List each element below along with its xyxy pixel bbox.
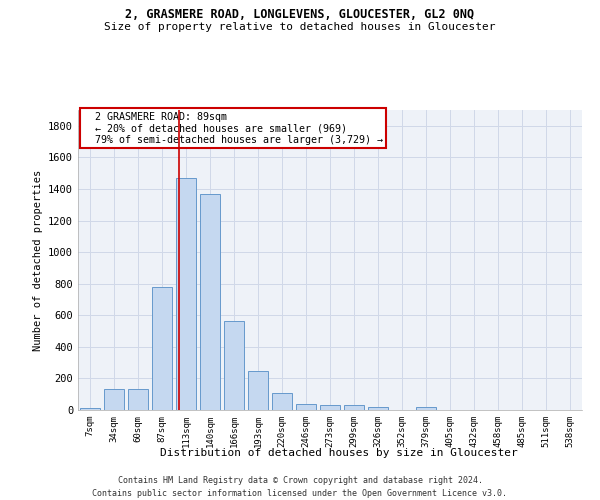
- Bar: [224, 321, 244, 410]
- Bar: [344, 406, 364, 410]
- Text: Contains HM Land Registry data © Crown copyright and database right 2024.: Contains HM Land Registry data © Crown c…: [118, 476, 482, 485]
- Bar: [128, 390, 148, 410]
- Text: Contains public sector information licensed under the Open Government Licence v3: Contains public sector information licen…: [92, 489, 508, 498]
- Bar: [248, 370, 268, 410]
- Bar: [368, 407, 388, 410]
- Bar: [296, 404, 316, 410]
- Y-axis label: Number of detached properties: Number of detached properties: [32, 170, 43, 350]
- Text: 2 GRASMERE ROAD: 89sqm
  ← 20% of detached houses are smaller (969)
  79% of sem: 2 GRASMERE ROAD: 89sqm ← 20% of detached…: [83, 112, 383, 144]
- Bar: [416, 407, 436, 410]
- Bar: [104, 390, 124, 410]
- Bar: [272, 392, 292, 410]
- Bar: [176, 178, 196, 410]
- Text: 2, GRASMERE ROAD, LONGLEVENS, GLOUCESTER, GL2 0NQ: 2, GRASMERE ROAD, LONGLEVENS, GLOUCESTER…: [125, 8, 475, 20]
- Text: Distribution of detached houses by size in Gloucester: Distribution of detached houses by size …: [160, 448, 518, 458]
- Bar: [320, 406, 340, 410]
- Bar: [200, 194, 220, 410]
- Text: Size of property relative to detached houses in Gloucester: Size of property relative to detached ho…: [104, 22, 496, 32]
- Bar: [152, 287, 172, 410]
- Bar: [80, 408, 100, 410]
